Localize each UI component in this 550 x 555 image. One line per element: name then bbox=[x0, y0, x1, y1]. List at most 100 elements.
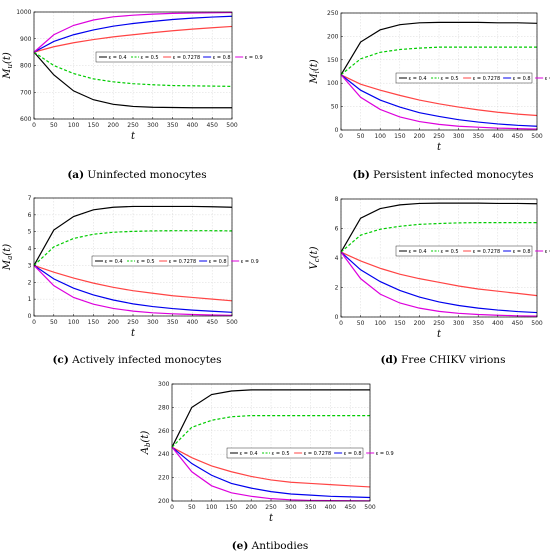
series-line bbox=[340, 251, 538, 317]
x-tick-label: 150 bbox=[394, 320, 406, 327]
legend-entry: ε = 0.5 bbox=[441, 76, 459, 82]
x-tick-label: 350 bbox=[472, 320, 484, 327]
x-axis-label: t bbox=[269, 513, 274, 524]
x-tick-label: 200 bbox=[414, 320, 426, 327]
x-tick-label: 250 bbox=[127, 319, 139, 326]
y-axis-label: Ab(t) bbox=[140, 431, 152, 456]
legend-entry: ε = 0.9 bbox=[545, 76, 550, 82]
x-tick-label: 0 bbox=[339, 133, 343, 140]
x-tick-label: 50 bbox=[188, 504, 196, 511]
y-tick-label: 1000 bbox=[16, 9, 31, 16]
x-tick-label: 250 bbox=[433, 320, 445, 327]
legend-entry: ε = 0.5 bbox=[137, 259, 155, 265]
y-tick-label: 3 bbox=[28, 262, 32, 269]
x-tick-label: 500 bbox=[531, 133, 543, 140]
series-line bbox=[33, 11, 233, 53]
x-axis-label: t bbox=[131, 131, 136, 142]
y-tick-label: 200 bbox=[327, 33, 339, 40]
x-tick-label: 450 bbox=[512, 320, 524, 327]
legend-entry: ε = 0.8 bbox=[344, 451, 362, 457]
y-axis-label: Vc(t) bbox=[309, 246, 321, 269]
series-line bbox=[33, 264, 233, 313]
x-axis-label: t bbox=[437, 142, 442, 153]
series-line bbox=[33, 230, 233, 266]
legend-entry: ε = 0.5 bbox=[272, 451, 290, 457]
panel-d: 0 50 100 150 200 250 300 350 400 450 500 0 2 4 6 8 t Vc(t… bbox=[309, 196, 550, 340]
legend-entry: ε = 0.4 bbox=[240, 451, 258, 457]
legend-entry: ε = 0.4 bbox=[409, 249, 427, 255]
x-tick-label: 100 bbox=[206, 504, 218, 511]
panel-e: 0 50 100 150 200 250 300 350 400 450 500 200 220 240 2… bbox=[140, 381, 394, 524]
y-tick-label: 50 bbox=[331, 104, 339, 111]
x-tick-label: 0 bbox=[32, 122, 36, 129]
panel-caption: (c) Actively infected monocytes bbox=[52, 354, 221, 366]
y-tick-label: 260 bbox=[158, 428, 170, 435]
x-tick-label: 350 bbox=[472, 133, 484, 140]
series-line bbox=[340, 251, 538, 314]
y-tick-label: 700 bbox=[20, 89, 32, 96]
x-tick-label: 200 bbox=[414, 133, 426, 140]
x-tick-label: 350 bbox=[167, 319, 179, 326]
x-tick-label: 300 bbox=[147, 122, 159, 129]
y-tick-label: 6 bbox=[28, 212, 32, 219]
y-tick-label: 2 bbox=[335, 285, 339, 292]
x-tick-label: 500 bbox=[226, 122, 238, 129]
series-line bbox=[33, 25, 233, 53]
legend-entry: ε = 0.7278 bbox=[169, 259, 197, 265]
legend-entry: ε = 0.9 bbox=[241, 259, 259, 265]
x-tick-label: 250 bbox=[265, 504, 277, 511]
legend: ε = 0.4 ε = 0.5 ε = 0.7278 ε = 0.8 ε = 0.9 bbox=[95, 51, 263, 63]
legend: ε = 0.4 ε = 0.5 ε = 0.7278 ε = 0.8 ε = 0.9 bbox=[395, 72, 550, 84]
panel-caption: (b) Persistent infected monocytes bbox=[353, 169, 534, 181]
x-tick-label: 200 bbox=[107, 319, 119, 326]
x-tick-label: 400 bbox=[492, 133, 504, 140]
x-tick-label: 250 bbox=[127, 122, 139, 129]
x-tick-label: 150 bbox=[394, 133, 406, 140]
series-line bbox=[171, 446, 371, 488]
series-line bbox=[340, 74, 538, 127]
x-tick-label: 200 bbox=[107, 122, 119, 129]
x-tick-label: 500 bbox=[226, 319, 238, 326]
legend-entry: ε = 0.9 bbox=[545, 249, 550, 255]
series-line bbox=[33, 265, 233, 316]
x-tick-label: 100 bbox=[68, 122, 80, 129]
legend-entry: ε = 0.5 bbox=[441, 249, 459, 255]
panel-caption: (d) Free CHIKV virions bbox=[381, 354, 506, 366]
x-tick-label: 450 bbox=[512, 133, 524, 140]
legend-entry: ε = 0.4 bbox=[109, 55, 127, 61]
series-line bbox=[33, 15, 233, 53]
series-line bbox=[33, 205, 233, 266]
x-tick-label: 100 bbox=[68, 319, 80, 326]
y-tick-label: 2 bbox=[28, 279, 32, 286]
series-line bbox=[340, 74, 538, 130]
y-tick-label: 300 bbox=[158, 381, 170, 388]
legend-entry: ε = 0.4 bbox=[105, 259, 123, 265]
series-line bbox=[340, 251, 538, 297]
y-tick-label: 600 bbox=[20, 116, 32, 123]
legend-entry: ε = 0.7278 bbox=[304, 451, 332, 457]
y-tick-label: 1 bbox=[28, 296, 32, 303]
legend-entry: ε = 0.5 bbox=[141, 55, 159, 61]
y-tick-label: 150 bbox=[327, 57, 339, 64]
x-tick-label: 50 bbox=[50, 122, 58, 129]
y-tick-label: 250 bbox=[327, 10, 339, 17]
x-tick-label: 0 bbox=[339, 320, 343, 327]
x-tick-label: 300 bbox=[453, 133, 465, 140]
panel-c: 0 50 100 150 200 250 300 350 400 450 500 0 1 2 3 4 5 6 7 t M… bbox=[2, 195, 259, 339]
y-tick-label: 0 bbox=[335, 127, 339, 134]
x-tick-label: 400 bbox=[187, 319, 199, 326]
legend-entry: ε = 0.8 bbox=[209, 259, 227, 265]
legend-entry: ε = 0.8 bbox=[513, 249, 531, 255]
x-tick-label: 200 bbox=[245, 504, 257, 511]
x-tick-label: 300 bbox=[453, 320, 465, 327]
x-tick-label: 50 bbox=[357, 320, 365, 327]
legend: ε = 0.4 ε = 0.5 ε = 0.7278 ε = 0.8 ε = 0.9 bbox=[226, 447, 394, 459]
x-tick-label: 400 bbox=[325, 504, 337, 511]
x-tick-label: 400 bbox=[187, 122, 199, 129]
panel-a: 0 50 100 150 200 250 300 350 400 450 500 600 700 800 9… bbox=[2, 9, 263, 142]
x-tick-label: 100 bbox=[374, 320, 386, 327]
x-tick-label: 450 bbox=[344, 504, 356, 511]
y-tick-label: 4 bbox=[335, 255, 339, 262]
series-line bbox=[171, 446, 371, 499]
x-tick-label: 300 bbox=[285, 504, 297, 511]
